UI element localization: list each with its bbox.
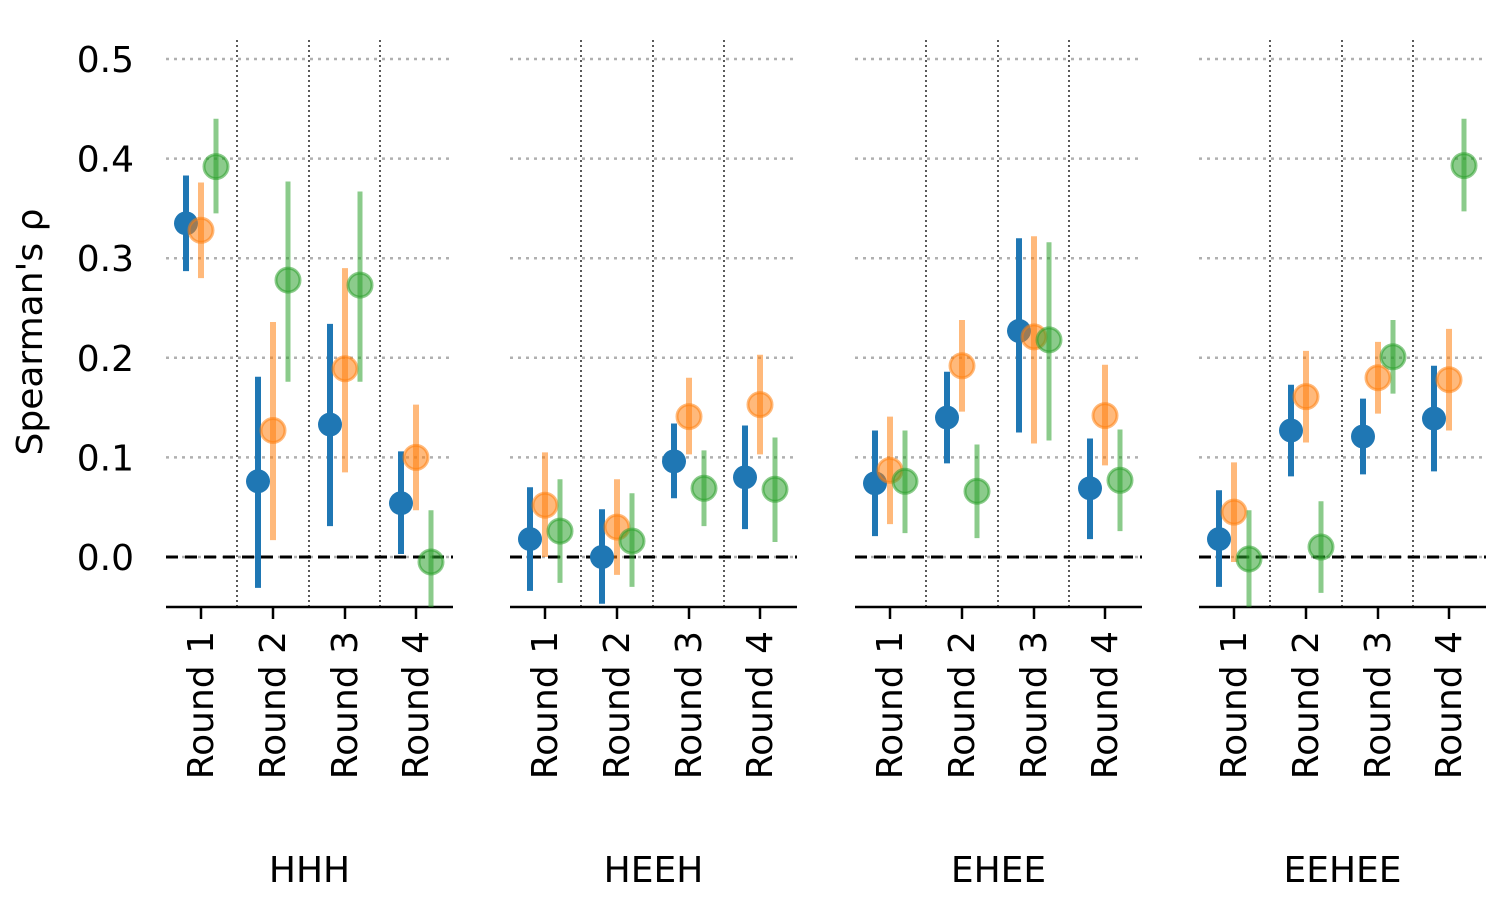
data-point	[1307, 533, 1335, 561]
x-tick-label: Round 3	[669, 631, 710, 779]
data-point	[1292, 383, 1320, 411]
facet-label: HEEH	[604, 850, 704, 891]
x-tick-label: Round 4	[396, 631, 437, 779]
data-point	[935, 405, 959, 430]
x-tick-label: Round 1	[181, 631, 222, 779]
y-axis-label: Spearman's ρ	[10, 209, 51, 456]
y-tick-label: 0.4	[77, 140, 134, 181]
y-tick-label: 0.0	[77, 538, 134, 579]
x-tick-label: Round 1	[525, 631, 566, 779]
data-point	[1279, 418, 1303, 443]
data-point	[1435, 366, 1463, 394]
data-point	[761, 475, 789, 503]
x-tick-label: Round 3	[1014, 631, 1055, 779]
x-tick-label: Round 4	[1085, 631, 1126, 779]
data-point	[389, 491, 413, 516]
data-point	[1035, 326, 1063, 354]
data-point	[202, 153, 230, 181]
data-point	[1422, 406, 1446, 431]
data-point	[417, 548, 445, 576]
x-tick-label: Round 2	[1286, 631, 1327, 779]
data-point	[274, 266, 302, 294]
data-point	[1091, 402, 1119, 430]
y-tick-label: 0.1	[77, 438, 134, 479]
x-tick-label: Round 2	[942, 631, 983, 779]
y-tick-label: 0.3	[77, 239, 134, 280]
data-point	[1450, 152, 1478, 180]
panel-ehee: Round 1 Round 2 Round 3 Round 4 EHEE	[855, 40, 1142, 891]
data-point	[1364, 364, 1392, 392]
data-point	[963, 477, 991, 505]
data-point	[1220, 498, 1248, 526]
data-point	[1235, 545, 1263, 573]
data-point	[662, 449, 686, 474]
data-point	[1379, 343, 1407, 371]
y-tick-label: 0.5	[77, 40, 134, 81]
data-point	[1351, 424, 1375, 449]
facet-label: EHEE	[951, 850, 1046, 891]
data-point	[1207, 527, 1231, 552]
x-tick-label: Round 3	[1358, 631, 1399, 779]
data-point	[402, 443, 430, 471]
data-point	[1106, 466, 1134, 494]
x-tick-label: Round 2	[253, 631, 294, 779]
data-point	[259, 417, 287, 445]
data-point	[531, 491, 559, 519]
data-point	[690, 474, 718, 502]
data-point	[187, 216, 215, 244]
panel-eehee: Round 1 Round 2 Round 3 Round 4 EEHEE	[1199, 40, 1486, 891]
data-point	[746, 391, 774, 419]
data-point	[675, 403, 703, 431]
facet-label: EEHEE	[1283, 850, 1401, 891]
data-point	[948, 352, 976, 380]
data-point	[1078, 476, 1102, 501]
x-tick-label: Round 4	[1429, 631, 1470, 779]
panel-heeh: Round 1 Round 2 Round 3 Round 4 HEEH	[510, 40, 797, 891]
y-tick-label: 0.2	[77, 339, 134, 380]
x-tick-label: Round 1	[870, 631, 911, 779]
data-point	[518, 527, 542, 552]
x-tick-label: Round 4	[740, 631, 781, 779]
data-point	[331, 355, 359, 383]
data-point	[246, 469, 270, 494]
x-tick-label: Round 3	[325, 631, 366, 779]
y-axis: 0.0 0.1 0.2 0.3 0.4 0.5	[77, 40, 134, 579]
x-tick-label: Round 2	[597, 631, 638, 779]
data-point	[891, 467, 919, 495]
data-point	[618, 527, 646, 555]
facet-label: HHH	[269, 850, 350, 891]
x-tick-label: Round 1	[1214, 631, 1255, 779]
data-point	[590, 545, 614, 569]
data-point	[546, 517, 574, 545]
data-point	[733, 465, 757, 490]
panel-hhh: Round 1 Round 2 Round 3 Round 4 HHH	[166, 40, 453, 891]
data-point	[346, 271, 374, 299]
data-point	[318, 412, 342, 437]
